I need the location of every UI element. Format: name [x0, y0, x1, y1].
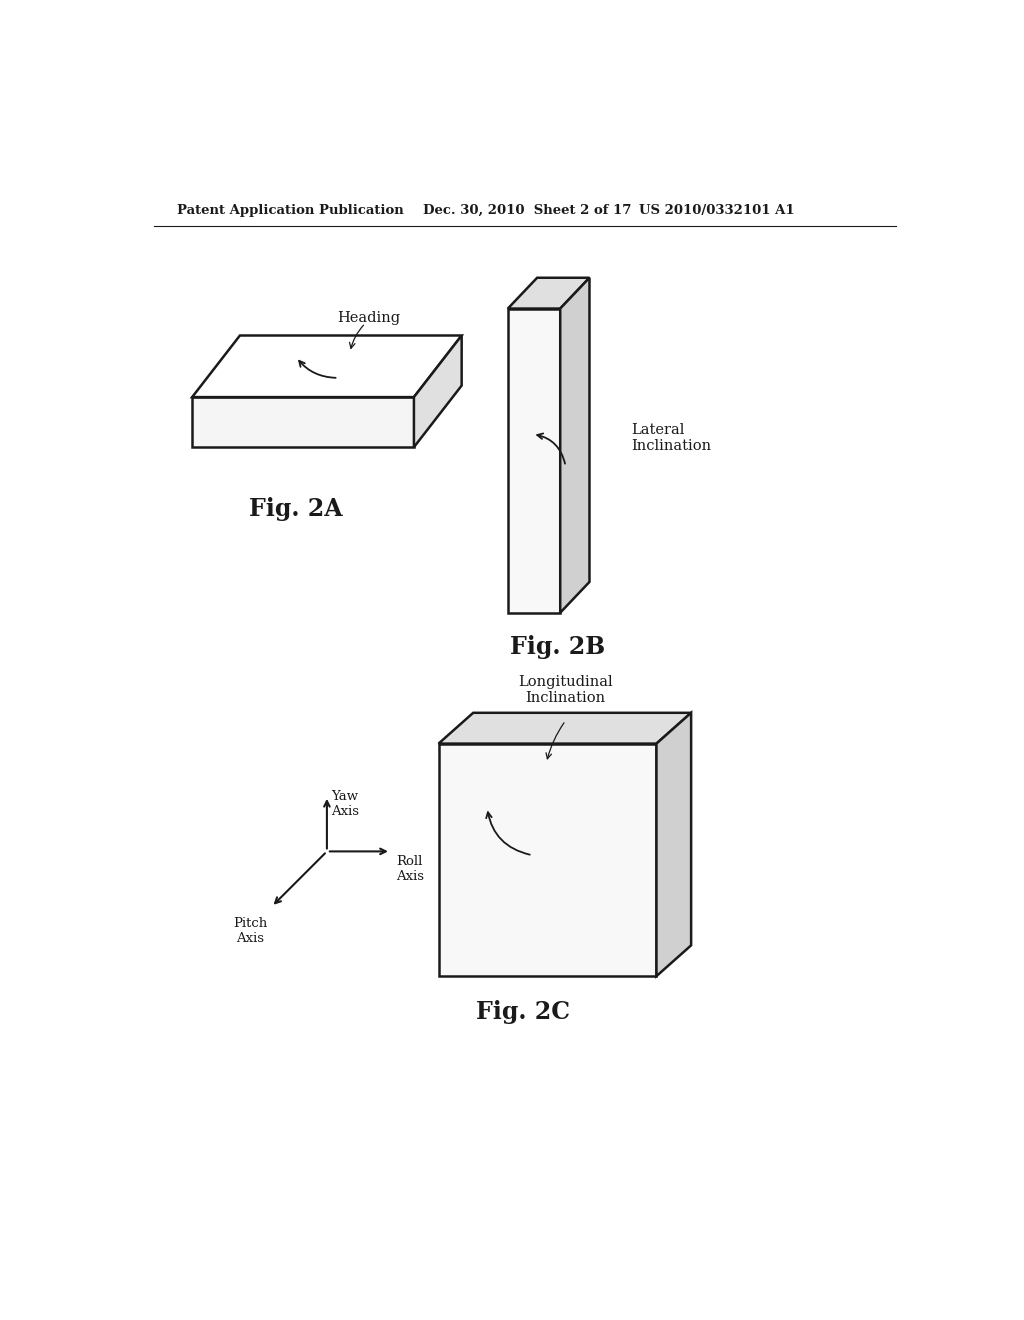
Text: Fig. 2B: Fig. 2B	[510, 635, 605, 660]
Text: Dec. 30, 2010  Sheet 2 of 17: Dec. 30, 2010 Sheet 2 of 17	[423, 205, 632, 218]
Text: Pitch
Axis: Pitch Axis	[232, 917, 267, 945]
Polygon shape	[414, 335, 462, 447]
Text: Fig. 2C: Fig. 2C	[476, 999, 570, 1023]
Text: Patent Application Publication: Patent Application Publication	[177, 205, 403, 218]
Polygon shape	[438, 743, 656, 977]
Text: US 2010/0332101 A1: US 2010/0332101 A1	[639, 205, 795, 218]
Polygon shape	[508, 277, 590, 309]
Text: Heading: Heading	[338, 310, 400, 325]
Polygon shape	[560, 277, 590, 612]
Polygon shape	[656, 713, 691, 977]
Text: Yaw
Axis: Yaw Axis	[331, 789, 358, 818]
Polygon shape	[438, 713, 691, 743]
Polygon shape	[193, 397, 414, 447]
Text: Longitudinal
Inclination: Longitudinal Inclination	[518, 675, 613, 705]
Text: Roll
Axis: Roll Axis	[396, 855, 424, 883]
Text: Fig. 2A: Fig. 2A	[249, 496, 343, 521]
Polygon shape	[193, 335, 462, 397]
Polygon shape	[508, 309, 560, 612]
Text: Lateral
Inclination: Lateral Inclination	[631, 422, 712, 453]
